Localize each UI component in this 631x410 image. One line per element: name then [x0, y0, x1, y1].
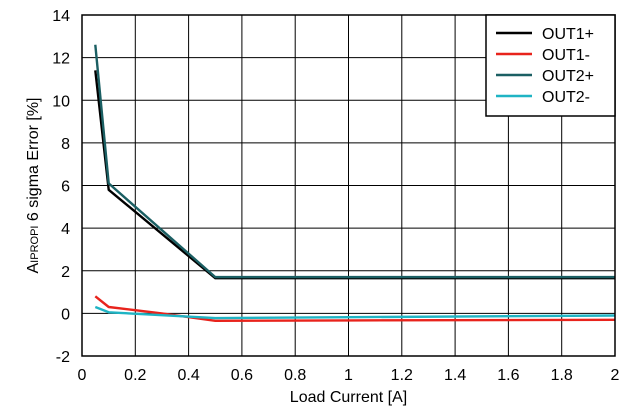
legend-label-out2-plus: OUT2+ [542, 68, 594, 85]
x-tick-label: 2 [611, 367, 620, 384]
x-tick-label: 0.2 [124, 367, 146, 384]
x-tick-labels: 0 0.2 0.4 0.6 0.8 1 1.2 1.4 1.6 1.8 2 [78, 367, 620, 384]
x-tick-label: 1.4 [444, 367, 466, 384]
y-tick-label: 8 [61, 136, 70, 153]
x-tick-label: 1.2 [391, 367, 413, 384]
plot-frame [81, 14, 616, 357]
series-line-out1-minus [94, 295, 616, 322]
y-axis-label-prefix: A [25, 263, 42, 274]
series-line-out2-plus [94, 44, 615, 279]
y-tick-label: 0 [61, 306, 70, 323]
y-axis-label-rest: 6 sigma Error [%] [25, 98, 42, 226]
y-tick-label: 6 [61, 179, 70, 196]
legend-label-out2-minus: OUT2- [542, 89, 590, 106]
x-tick-label: 0.4 [177, 367, 199, 384]
series-layer [94, 44, 616, 322]
x-axis-label: Load Current [A] [290, 389, 407, 406]
y-tick-label: 10 [52, 93, 70, 110]
y-tick-label: -2 [56, 349, 70, 366]
x-tick-label: 1.8 [551, 367, 573, 384]
y-axis-label: AIPROPI 6 sigma Error [%] [25, 98, 42, 274]
x-tick-label: 1.6 [497, 367, 519, 384]
series-line-out2-minus [94, 305, 616, 320]
legend: OUT1+ OUT1- OUT2+ OUT2- [485, 14, 616, 117]
x-tick-label: 0 [78, 367, 87, 384]
y-tick-labels: -2 0 2 4 6 8 10 12 14 [52, 8, 70, 366]
legend-label-out1-plus: OUT1+ [542, 26, 594, 43]
y-axis-label-subscript: IPROPI [29, 226, 41, 263]
x-tick-label: 1 [344, 367, 353, 384]
x-tick-label: 0.8 [284, 367, 306, 384]
y-tick-label: 14 [52, 8, 70, 25]
legend-label-out1-minus: OUT1- [542, 47, 590, 64]
x-tick-label: 0.6 [231, 367, 253, 384]
y-tick-label: 4 [61, 221, 70, 238]
y-tick-label: 2 [61, 264, 70, 281]
y-tick-label: 12 [52, 51, 70, 68]
